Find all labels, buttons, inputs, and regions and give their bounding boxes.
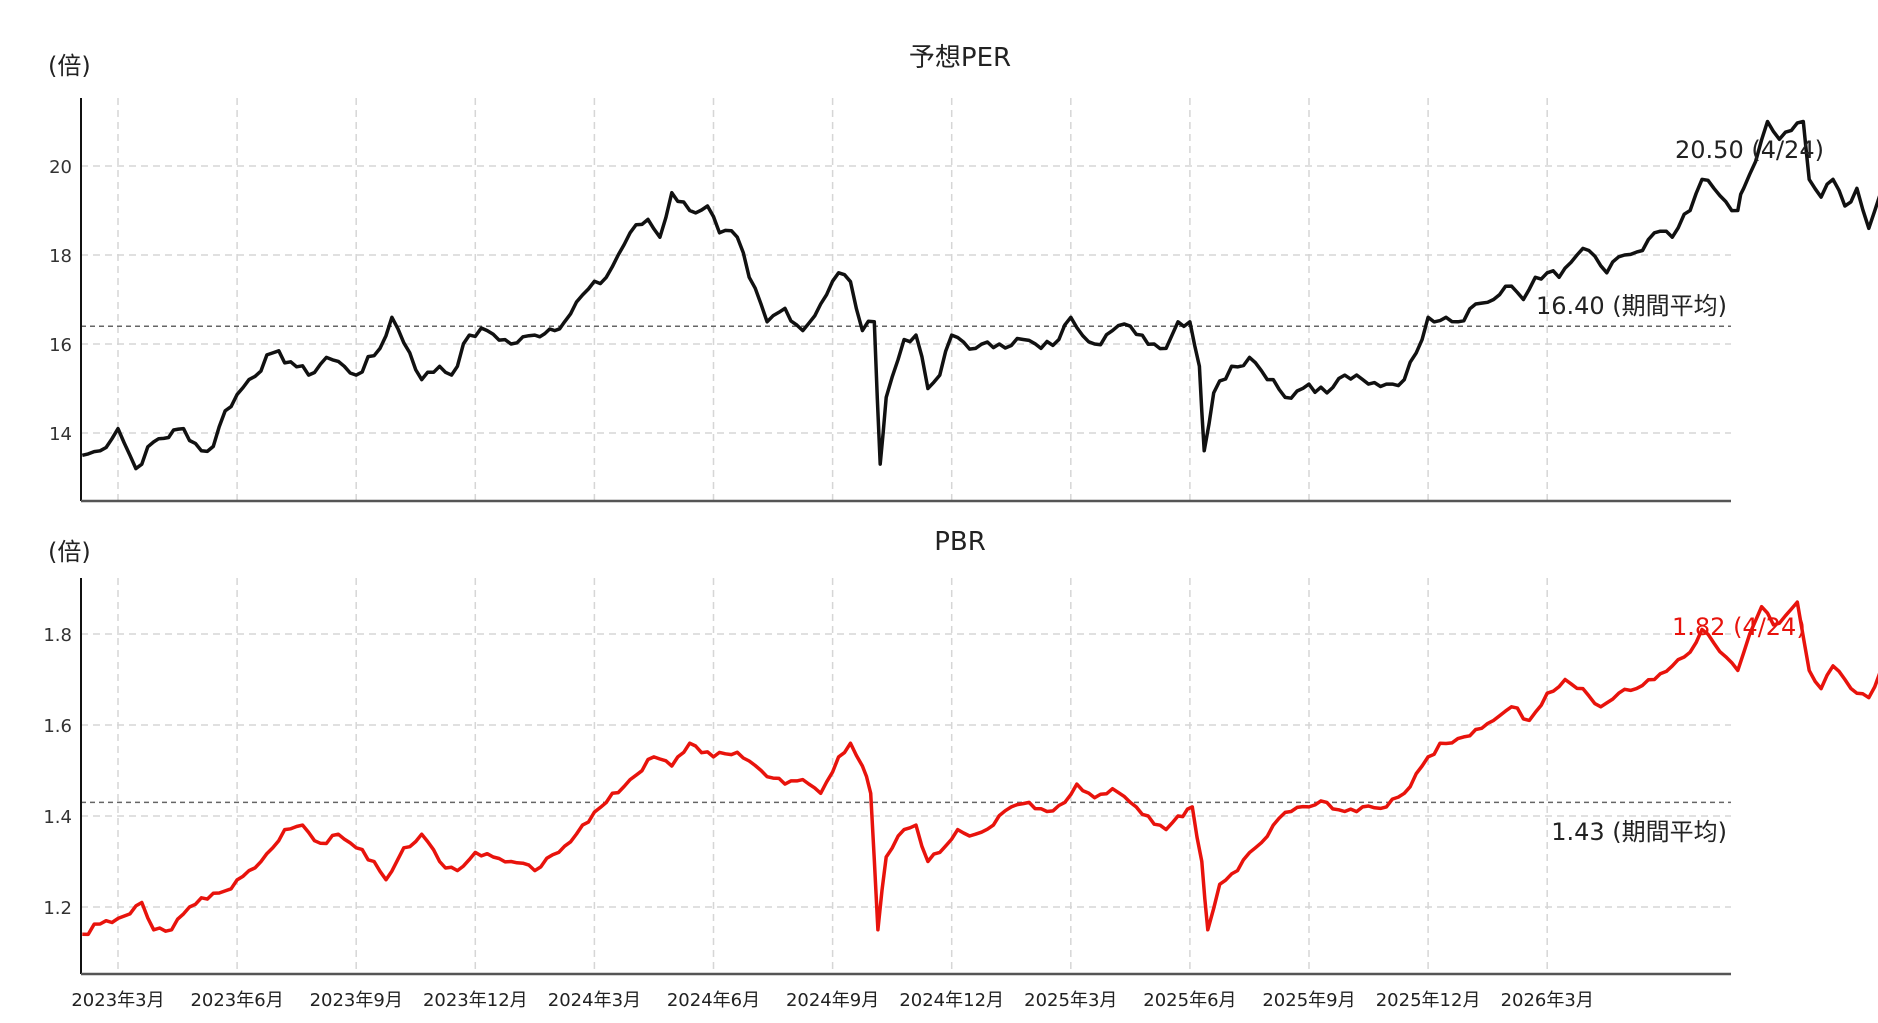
x-tick-label: 2025年6月 <box>1143 990 1236 1011</box>
per-average-label: 16.40 (期間平均) <box>1536 292 1727 320</box>
pbr-gridlines <box>81 578 1731 974</box>
per-chart-title: 予想PER <box>909 43 1011 73</box>
x-tick-label: 2023年12月 <box>423 990 528 1011</box>
pbr-chart: PBR (倍) 1.82 (4/24) 1.43 (期間平均) 1.21.41.… <box>43 527 1878 1011</box>
per-unit-label: (倍) <box>48 52 91 80</box>
x-tick-label: 2025年9月 <box>1262 990 1355 1011</box>
pbr-series-line <box>82 600 1878 937</box>
pbr-chart-title: PBR <box>934 527 986 557</box>
x-tick-label: 2024年6月 <box>667 990 760 1011</box>
y-tick-label: 16 <box>49 335 72 356</box>
y-tick-label: 20 <box>49 157 72 178</box>
x-tick-label: 2023年3月 <box>71 990 164 1011</box>
pbr-average-label: 1.43 (期間平均) <box>1551 818 1727 846</box>
per-y-axis-ticks: 14 16 18 20 <box>49 157 72 445</box>
y-tick-label: 1.6 <box>43 716 72 737</box>
pbr-latest-label: 1.82 (4/24) <box>1672 613 1806 641</box>
per-latest-label: 20.50 (4/24) <box>1675 136 1824 164</box>
x-axis-labels: 2023年3月 2023年6月 2023年9月 2023年12月 2024年3月 2024… <box>71 990 1593 1011</box>
x-tick-label: 2024年9月 <box>786 990 879 1011</box>
x-tick-label: 2023年6月 <box>190 990 283 1011</box>
x-tick-label: 2024年12月 <box>899 990 1004 1011</box>
x-tick-label: 2025年3月 <box>1024 990 1117 1011</box>
y-tick-label: 18 <box>49 246 72 267</box>
pbr-y-axis-ticks: 1.2 1.4 1.6 1.8 <box>43 625 72 919</box>
per-chart: 予想PER (倍) 20.50 (4/24) 16.40 (期間平均) 14 16… <box>48 43 1878 503</box>
per-series-line <box>81 119 1878 471</box>
x-tick-label: 2025年12月 <box>1376 990 1481 1011</box>
y-tick-label: 14 <box>49 424 72 445</box>
x-tick-label: 2023年9月 <box>310 990 403 1011</box>
y-tick-label: 1.2 <box>43 898 72 919</box>
x-tick-label: 2024年3月 <box>548 990 641 1011</box>
per-gridlines <box>81 98 1731 501</box>
y-tick-label: 1.8 <box>43 625 72 646</box>
x-tick-label: 2026年3月 <box>1501 990 1594 1011</box>
pbr-unit-label: (倍) <box>48 538 91 566</box>
y-tick-label: 1.4 <box>43 807 72 828</box>
